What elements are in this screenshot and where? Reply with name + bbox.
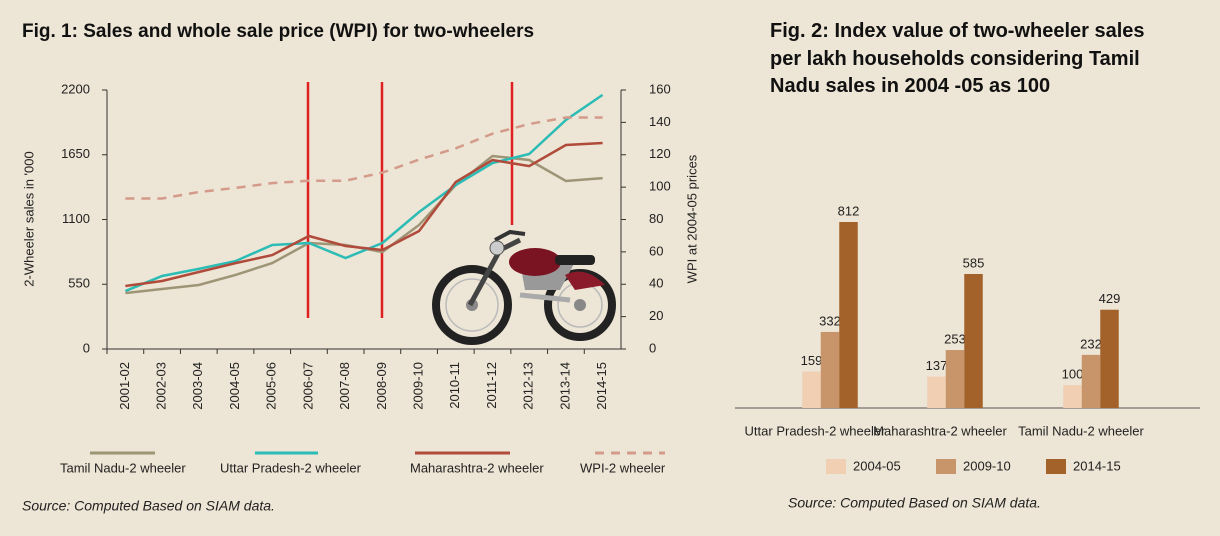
legend-swatch [1046,459,1066,474]
y-axis-label: 2-Wheeler sales in '000 [21,151,36,286]
value-label: 137 [926,358,948,373]
chart-title: Fig. 1: Sales and whole sale price (WPI)… [22,21,534,42]
legend-label: 2014-15 [1073,458,1121,473]
value-label: 812 [838,203,860,218]
legend-swatch [826,459,846,474]
x-tick-label: 2011-12 [484,362,499,409]
y2-tick-label: 120 [649,146,671,161]
bar [927,376,946,408]
x-tick-label: 2012-13 [521,362,536,410]
legend-label: WPI-2 wheeler [580,460,666,475]
x-tick-label: Uttar Pradesh-2 wheeler [745,423,887,438]
series-line [125,116,603,200]
x-tick-label: Tamil Nadu-2 wheeler [1018,423,1144,438]
y-tick-label: 1650 [61,146,90,161]
x-tick-label: 2001-02 [117,362,132,410]
bar [945,350,965,408]
x-tick-label: 2013-14 [557,362,572,410]
source: Source: Computed Based on SIAM data. [22,498,275,514]
x-tick-label: 2008-09 [374,362,389,410]
legend-label: Uttar Pradesh-2 wheeler [220,460,362,475]
bar [1081,354,1101,408]
x-tick-label: 2009-10 [411,362,426,410]
y-tick-label: 550 [68,276,90,291]
legend-label: Maharashtra-2 wheeler [410,460,544,475]
x-tick-label: 2003-04 [190,362,205,410]
series-line [125,141,603,288]
y2-tick-label: 140 [649,114,671,129]
legend-label: 2004-05 [853,458,901,473]
value-label: 232 [1080,336,1102,351]
bar [1100,309,1119,408]
x-tick-label: 2002-03 [154,362,169,410]
motorcycle-illustration [432,229,616,345]
x-tick-label: 2005-06 [264,362,279,410]
x-tick-label: 2010-11 [447,362,462,409]
bar [839,222,858,408]
value-label: 332 [819,313,841,328]
x-tick-label: 2006-07 [300,362,315,410]
y-tick-label: 1100 [62,211,90,226]
x-tick-label: Maharashtra-2 wheeler [873,423,1007,438]
y2-tick-label: 100 [649,179,671,194]
y2-tick-label: 60 [649,243,663,258]
series-line [124,93,604,293]
bar [820,331,840,408]
legend-label: Tamil Nadu-2 wheeler [60,460,186,475]
x-tick-label: 2014-15 [594,362,609,410]
x-tick-label: 2004-05 [227,362,242,410]
legend-label: 2009-10 [963,458,1011,473]
y2-tick-label: 0 [649,340,656,355]
y2-tick-label: 80 [649,211,663,226]
y-tick-label: 2200 [61,81,90,96]
chart-title: Fig. 2: Index value of two-wheeler sales… [770,20,1145,97]
bar [964,273,983,408]
legend-swatch [936,459,956,474]
bar [802,371,821,408]
value-label: 159 [801,353,823,368]
y2-axis-label: WPI at 2004-05 prices [684,154,699,283]
y2-tick-label: 20 [649,308,663,323]
y2-tick-label: 160 [649,81,671,96]
source: Source: Computed Based on SIAM data. [788,495,1041,511]
y-tick-label: 0 [83,340,90,355]
bar [1063,385,1082,408]
value-label: 585 [963,255,985,270]
x-tick-label: 2007-08 [337,362,352,410]
value-label: 100 [1062,367,1084,382]
value-label: 429 [1099,291,1121,306]
y2-tick-label: 40 [649,276,663,291]
value-label: 253 [944,331,966,346]
